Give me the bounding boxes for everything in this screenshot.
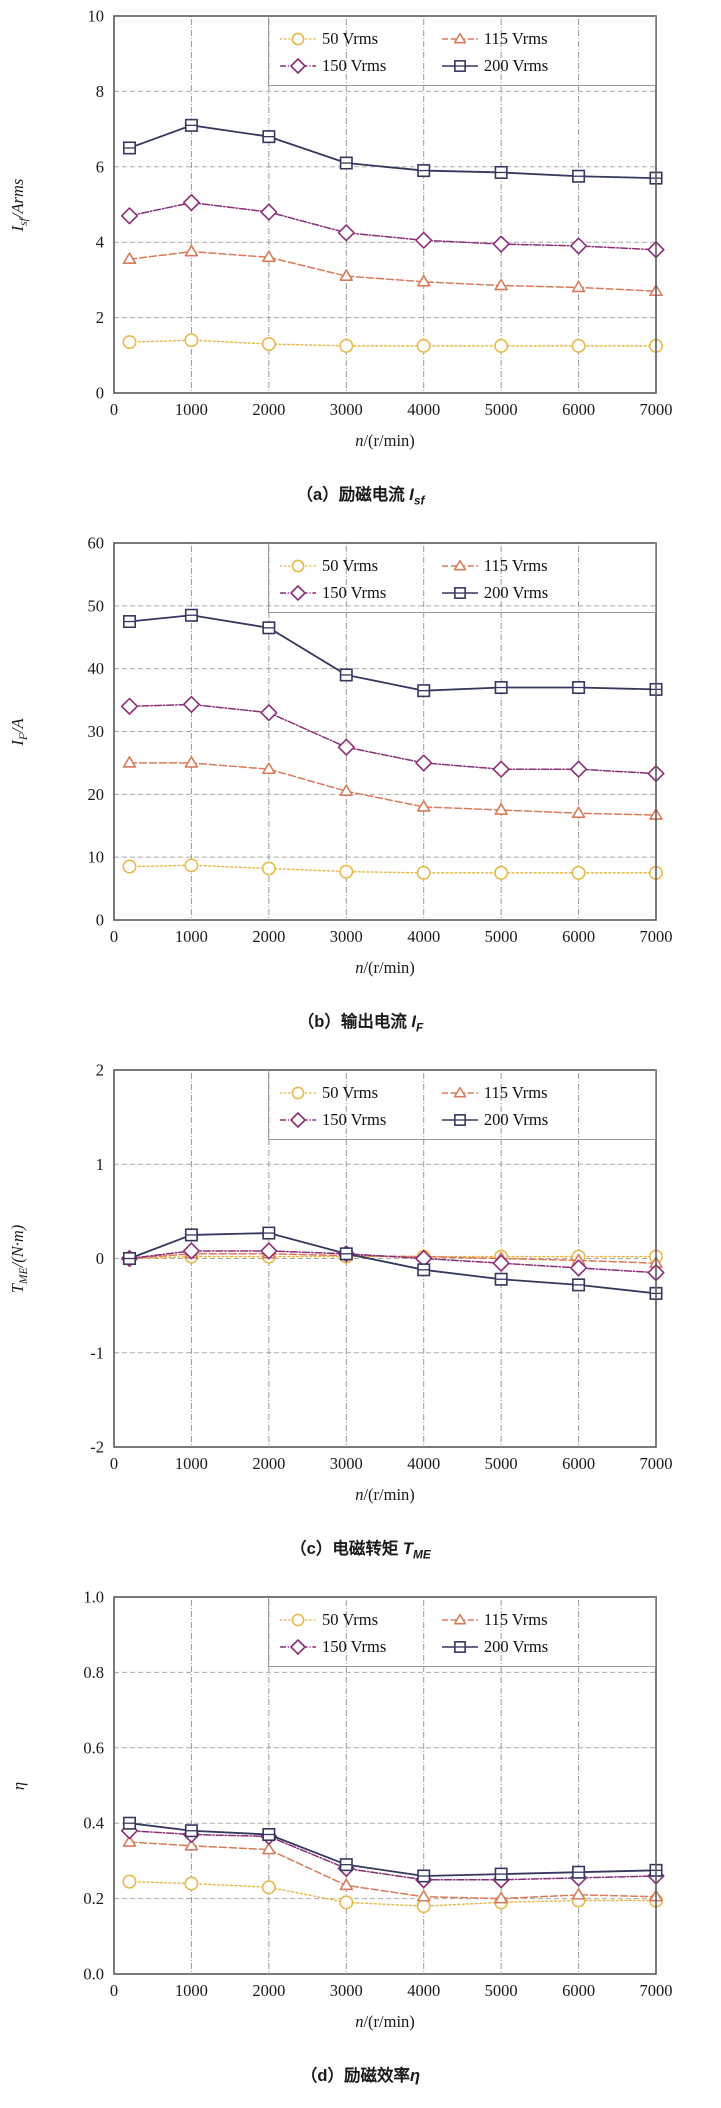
svg-text:-1: -1 xyxy=(90,1343,104,1362)
svg-text:2: 2 xyxy=(96,1061,104,1080)
svg-text:0: 0 xyxy=(96,384,104,403)
svg-text:5000: 5000 xyxy=(485,400,518,419)
svg-text:2000: 2000 xyxy=(252,927,285,946)
svg-text:20: 20 xyxy=(88,785,105,804)
svg-text:4000: 4000 xyxy=(407,1981,440,2000)
svg-text:8: 8 xyxy=(96,82,104,101)
svg-text:5000: 5000 xyxy=(485,1454,518,1473)
svg-text:3000: 3000 xyxy=(330,927,363,946)
svg-text:0: 0 xyxy=(110,927,118,946)
svg-text:2000: 2000 xyxy=(252,1454,285,1473)
svg-text:0: 0 xyxy=(110,1981,118,2000)
svg-text:1000: 1000 xyxy=(175,400,208,419)
svg-text:1000: 1000 xyxy=(175,927,208,946)
svg-text:1.0: 1.0 xyxy=(83,1588,104,1607)
svg-text:6000: 6000 xyxy=(562,1981,595,2000)
svg-text:10: 10 xyxy=(88,7,105,26)
svg-text:6000: 6000 xyxy=(562,927,595,946)
svg-text:1000: 1000 xyxy=(175,1981,208,2000)
svg-text:3000: 3000 xyxy=(330,1454,363,1473)
svg-text:0: 0 xyxy=(110,400,118,419)
svg-text:3000: 3000 xyxy=(330,400,363,419)
svg-text:0: 0 xyxy=(96,1249,104,1268)
svg-text:2: 2 xyxy=(96,308,104,327)
svg-text:2000: 2000 xyxy=(252,400,285,419)
svg-text:4000: 4000 xyxy=(407,1454,440,1473)
svg-text:0: 0 xyxy=(96,911,104,930)
svg-text:1000: 1000 xyxy=(175,1454,208,1473)
svg-text:7000: 7000 xyxy=(640,1454,673,1473)
svg-text:0.4: 0.4 xyxy=(83,1814,104,1833)
svg-text:40: 40 xyxy=(88,659,105,678)
svg-text:50: 50 xyxy=(88,596,105,615)
svg-text:7000: 7000 xyxy=(640,927,673,946)
svg-text:5000: 5000 xyxy=(485,927,518,946)
svg-text:-2: -2 xyxy=(90,1438,104,1457)
svg-text:10: 10 xyxy=(88,848,105,867)
svg-text:0.6: 0.6 xyxy=(83,1738,104,1757)
svg-text:4000: 4000 xyxy=(407,400,440,419)
svg-text:5000: 5000 xyxy=(485,1981,518,2000)
svg-text:2000: 2000 xyxy=(252,1981,285,2000)
svg-text:6000: 6000 xyxy=(562,1454,595,1473)
svg-text:0.0: 0.0 xyxy=(83,1965,104,1984)
svg-text:30: 30 xyxy=(88,722,105,741)
svg-text:60: 60 xyxy=(88,534,105,553)
svg-text:0.8: 0.8 xyxy=(83,1663,104,1682)
svg-text:6: 6 xyxy=(96,157,104,176)
svg-text:4000: 4000 xyxy=(407,927,440,946)
svg-text:6000: 6000 xyxy=(562,400,595,419)
svg-text:7000: 7000 xyxy=(640,1981,673,2000)
svg-text:0: 0 xyxy=(110,1454,118,1473)
svg-text:0.2: 0.2 xyxy=(83,1889,104,1908)
svg-text:7000: 7000 xyxy=(640,400,673,419)
svg-text:1: 1 xyxy=(96,1155,104,1174)
svg-text:4: 4 xyxy=(96,233,104,252)
svg-text:3000: 3000 xyxy=(330,1981,363,2000)
